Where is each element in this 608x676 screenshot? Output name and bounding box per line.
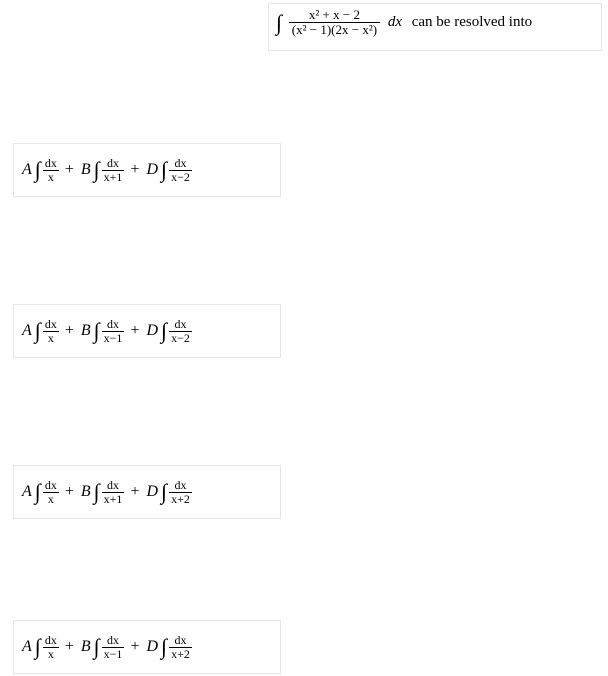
term-fraction: dx x−2 (169, 157, 192, 183)
term-fraction: dx x+2 (169, 479, 192, 505)
letter-B: B (81, 638, 91, 656)
letter-A: A (22, 483, 32, 501)
plus-sign: + (65, 483, 74, 501)
plus-sign: + (130, 483, 139, 501)
plus-sign: + (65, 161, 74, 179)
integral-symbol: ∫ (35, 479, 41, 505)
integral-symbol: ∫ (276, 10, 282, 35)
term-fraction: dx x (43, 157, 59, 183)
plus-sign: + (65, 322, 74, 340)
integral-symbol: ∫ (161, 318, 167, 344)
term-fraction: dx x−1 (102, 318, 125, 344)
letter-A: A (22, 322, 32, 340)
integral-symbol: ∫ (35, 157, 41, 183)
term-fraction: dx x+1 (102, 157, 125, 183)
integral-symbol: ∫ (94, 479, 100, 505)
letter-B: B (81, 483, 91, 501)
question-denominator: (x² − 1)(2x − x²) (289, 23, 380, 37)
option-1[interactable]: A ∫ dx x + B ∫ dx x+1 + D ∫ dx x−2 (13, 143, 281, 197)
term-fraction: dx x (43, 479, 59, 505)
plus-sign: + (65, 638, 74, 656)
letter-B: B (81, 322, 91, 340)
question-tail: can be resolved into (412, 14, 532, 30)
plus-sign: + (130, 161, 139, 179)
option-4[interactable]: A ∫ dx x + B ∫ dx x−1 + D ∫ dx x+2 (13, 620, 281, 674)
term-fraction: dx x (43, 318, 59, 344)
plus-sign: + (130, 322, 139, 340)
letter-D: D (146, 638, 158, 656)
term-fraction: dx x+2 (169, 634, 192, 660)
integral-symbol: ∫ (94, 157, 100, 183)
integral-symbol: ∫ (94, 318, 100, 344)
term-fraction: dx x+1 (102, 479, 125, 505)
question-fraction: x² + x − 2 (x² − 1)(2x − x²) (289, 8, 380, 36)
term-fraction: dx x−1 (102, 634, 125, 660)
option-3[interactable]: A ∫ dx x + B ∫ dx x+1 + D ∫ dx x+2 (13, 465, 281, 519)
question-numerator: x² + x − 2 (289, 8, 380, 23)
option-2[interactable]: A ∫ dx x + B ∫ dx x−1 + D ∫ dx x−2 (13, 304, 281, 358)
term-fraction: dx x (43, 634, 59, 660)
letter-A: A (22, 638, 32, 656)
question-dx: dx (388, 14, 402, 30)
letter-A: A (22, 161, 32, 179)
letter-B: B (81, 161, 91, 179)
question-box: ∫ x² + x − 2 (x² − 1)(2x − x²) dx can be… (268, 3, 602, 51)
letter-D: D (146, 161, 158, 179)
letter-D: D (146, 322, 158, 340)
integral-symbol: ∫ (35, 634, 41, 660)
letter-D: D (146, 483, 158, 501)
plus-sign: + (130, 638, 139, 656)
term-fraction: dx x−2 (169, 318, 192, 344)
integral-symbol: ∫ (94, 634, 100, 660)
integral-symbol: ∫ (35, 318, 41, 344)
integral-symbol: ∫ (161, 634, 167, 660)
integral-symbol: ∫ (161, 157, 167, 183)
integral-symbol: ∫ (161, 479, 167, 505)
